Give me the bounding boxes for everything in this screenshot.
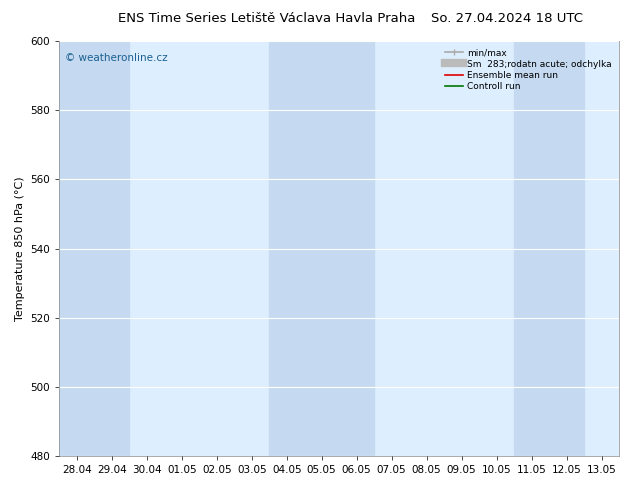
Legend: min/max, Sm  283;rodatn acute; odchylka, Ensemble mean run, Controll run: min/max, Sm 283;rodatn acute; odchylka, …: [442, 46, 614, 94]
Text: ENS Time Series Letiště Václava Havla Praha: ENS Time Series Letiště Václava Havla Pr…: [117, 12, 415, 25]
Bar: [269, 41, 374, 456]
Y-axis label: Temperature 850 hPa (°C): Temperature 850 hPa (°C): [15, 176, 25, 321]
Text: So. 27.04.2024 18 UTC: So. 27.04.2024 18 UTC: [431, 12, 583, 25]
Bar: [60, 41, 129, 456]
Text: © weatheronline.cz: © weatheronline.cz: [65, 53, 167, 64]
Bar: [514, 41, 584, 456]
